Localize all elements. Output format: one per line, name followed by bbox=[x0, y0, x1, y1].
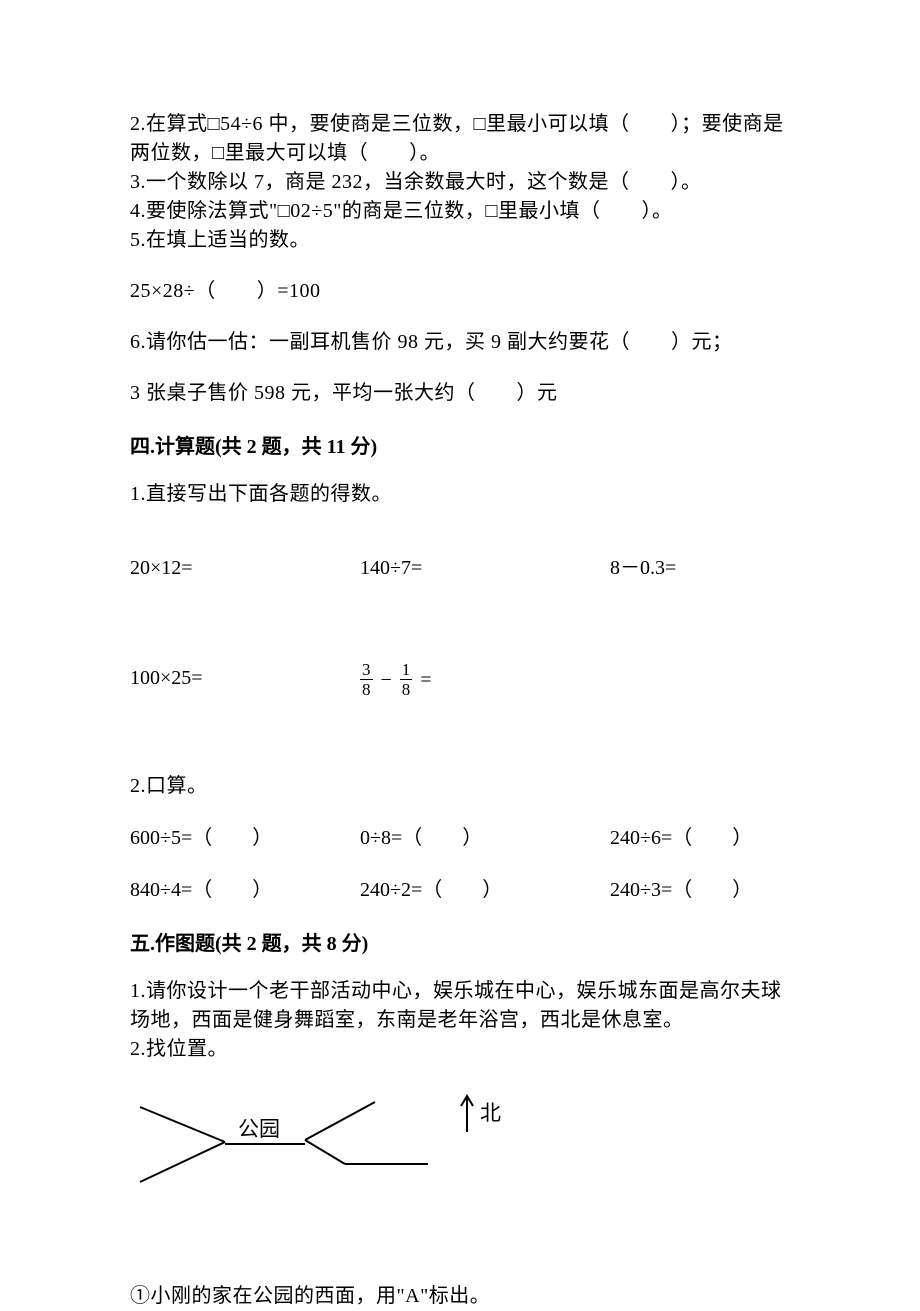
question-6b: 3 张桌子售价 598 元，平均一张大约（ ）元 bbox=[130, 379, 790, 408]
m1b: 0÷8=（ ） bbox=[360, 823, 610, 853]
calc-row-1: 20×12= 140÷7= 8－0.3= bbox=[130, 553, 790, 583]
frac-op: − bbox=[381, 669, 392, 691]
north-arrow-icon bbox=[460, 1092, 474, 1132]
fraction-1: 3 8 bbox=[360, 661, 373, 698]
fraction-2: 1 8 bbox=[400, 661, 413, 698]
calc-1a: 20×12= bbox=[130, 553, 360, 583]
document-page: 2.在算式□54÷6 中，要使商是三位数，□里最小可以填（ ）；要使商是两位数，… bbox=[0, 0, 920, 1302]
m2b: 240÷2=（ ） bbox=[360, 875, 610, 905]
sec5-q1: 1.请你设计一个老干部活动中心，娱乐城在中心，娱乐城东面是高尔夫球场地，西面是健… bbox=[130, 977, 790, 1035]
calc-1b: 140÷7= bbox=[360, 553, 610, 583]
m2a: 840÷4=（ ） bbox=[130, 875, 360, 905]
question-6a: 6.请你估一估：一副耳机售价 98 元，买 9 副大约要花（ ）元； bbox=[130, 328, 790, 357]
question-2: 2.在算式□54÷6 中，要使商是三位数，□里最小可以填（ ）；要使商是两位数，… bbox=[130, 110, 790, 168]
mental-row-2: 840÷4=（ ） 240÷2=（ ） 240÷3=（ ） bbox=[130, 875, 790, 905]
section-4-heading: 四.计算题(共 2 题，共 11 分) bbox=[130, 432, 790, 462]
question-3: 3.一个数除以 7，商是 232，当余数最大时，这个数是（ ）。 bbox=[130, 168, 790, 197]
park-diagram: 公园 北 bbox=[130, 1082, 790, 1232]
calc-2a: 100×25= bbox=[130, 663, 360, 700]
calc-1c: 8－0.3= bbox=[610, 553, 790, 583]
park-label-svg: 公园 bbox=[238, 1117, 280, 1141]
section-5-heading: 五.作图题(共 2 题，共 8 分) bbox=[130, 929, 790, 959]
calc-row-2: 100×25= 3 8 − 1 8 = bbox=[130, 663, 790, 700]
m1c: 240÷6=（ ） bbox=[610, 823, 790, 853]
north-indicator: 北 bbox=[460, 1092, 501, 1132]
north-label: 北 bbox=[480, 1097, 501, 1127]
m2c: 240÷3=（ ） bbox=[610, 875, 790, 905]
sec5-sub1: ①小刚的家在公园的西面，用"A"标出。 bbox=[130, 1282, 790, 1311]
mental-row-1: 600÷5=（ ） 0÷8=（ ） 240÷6=（ ） bbox=[130, 823, 790, 853]
sec5-q2: 2.找位置。 bbox=[130, 1035, 790, 1064]
question-5: 5.在填上适当的数。 bbox=[130, 226, 790, 255]
question-5-expr: 25×28÷（ ）=100 bbox=[130, 277, 790, 306]
calc-2b-frac: 3 8 − 1 8 = bbox=[360, 663, 790, 700]
question-4: 4.要使除法算式"□02÷5"的商是三位数，□里最小填（ ）。 bbox=[130, 197, 790, 226]
sec4-q1: 1.直接写出下面各题的得数。 bbox=[130, 480, 790, 509]
sec4-q2: 2.口算。 bbox=[130, 772, 790, 801]
frac-eq: = bbox=[420, 669, 431, 691]
park-diagram-svg: 公园 bbox=[130, 1082, 430, 1202]
m1a: 600÷5=（ ） bbox=[130, 823, 360, 853]
